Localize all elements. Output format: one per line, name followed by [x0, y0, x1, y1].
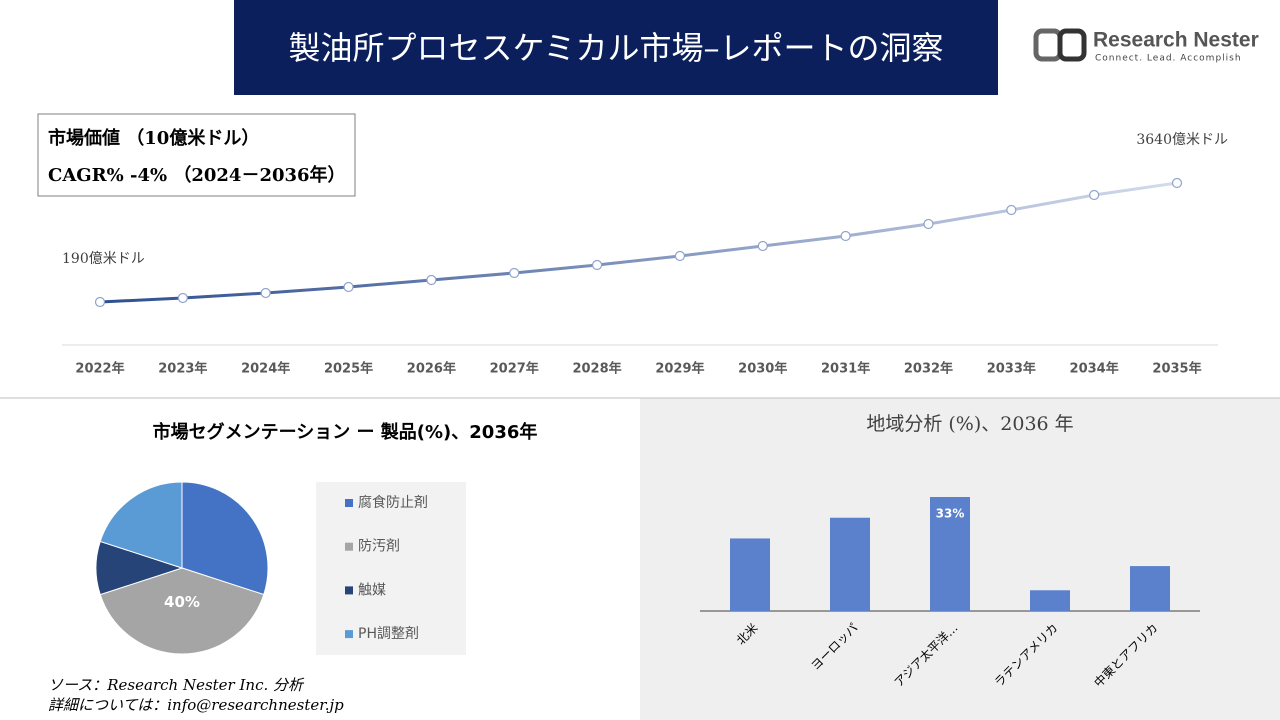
chart-title: 市場セグメンテーション ー 製品(%)、2036年	[153, 421, 538, 443]
marker	[343, 281, 354, 293]
marker	[1089, 189, 1100, 201]
x-tick-label: 2023年	[158, 361, 207, 377]
header-title: 製油所プロセスケミカル市場–レポートの洞察	[234, 0, 998, 95]
bar	[830, 517, 870, 611]
marker	[1006, 204, 1017, 216]
x-tick-label: 2032年	[904, 361, 953, 377]
x-tick-label: 2024年	[241, 361, 290, 377]
annotation: CAGR% -4% （2024－2036年）	[48, 164, 346, 186]
value-label: 3640億米ドル	[1136, 132, 1228, 148]
pie-slice	[99, 567, 265, 655]
bar	[930, 497, 970, 611]
marker	[426, 274, 437, 286]
x-tick-label: 2034年	[1070, 361, 1119, 377]
annotation: 市場価値 （10億米ドル）	[48, 127, 259, 149]
marker	[591, 259, 603, 271]
x-tick-label: 2025年	[324, 361, 373, 377]
marker	[840, 230, 851, 242]
marker	[177, 292, 188, 304]
x-tick-label: 2033年	[987, 361, 1036, 377]
value-label: 40%	[164, 593, 200, 611]
marker	[509, 267, 520, 279]
bar	[1030, 590, 1070, 611]
marker	[1171, 177, 1183, 189]
value-label: 33%	[936, 507, 965, 521]
x-tick-label: 2029年	[655, 361, 704, 377]
marker	[94, 296, 106, 308]
legend-swatch	[345, 542, 353, 551]
x-tick-label: 2035年	[1152, 361, 1201, 377]
x-tick-label: 2027年	[490, 361, 539, 377]
logo	[1033, 28, 1087, 62]
x-tick-label: 2028年	[572, 361, 621, 377]
marker	[923, 218, 934, 230]
pie-slice	[99, 481, 183, 569]
x-tick-label: 2022年	[75, 361, 124, 377]
legend-label: 腐食防止剤	[358, 494, 428, 511]
legend-label: 触媒	[358, 582, 386, 598]
x-tick-label: 2026年	[407, 361, 456, 377]
logo-name: Research Nester	[1093, 29, 1259, 52]
footer-contact: 詳細については：info@researchnester.jp	[48, 696, 344, 714]
bar	[1130, 566, 1170, 611]
legend-label: 防汚剤	[358, 539, 400, 555]
logo-tagline: Connect. Lead. Accomplish	[1095, 54, 1242, 64]
legend-swatch	[345, 630, 353, 639]
legend-box	[316, 482, 466, 655]
annotation-box	[37, 113, 356, 197]
legend-swatch	[345, 499, 353, 507]
pie-slice	[181, 481, 269, 596]
marker	[260, 287, 271, 299]
marker	[757, 240, 768, 252]
x-tick-label: 2031年	[821, 361, 870, 377]
legend-swatch	[345, 586, 353, 595]
chart-title: 地域分析 (%)、2036 年	[866, 413, 1073, 435]
legend-label: PH調整剤	[358, 626, 419, 642]
bar	[730, 538, 770, 611]
line	[99, 181, 1178, 304]
footer-source: ソース：Research Nester Inc. 分析	[48, 676, 305, 694]
value-label: 190億米ドル	[62, 251, 145, 267]
marker	[674, 250, 686, 262]
x-tick-label: 2030年	[738, 361, 787, 377]
